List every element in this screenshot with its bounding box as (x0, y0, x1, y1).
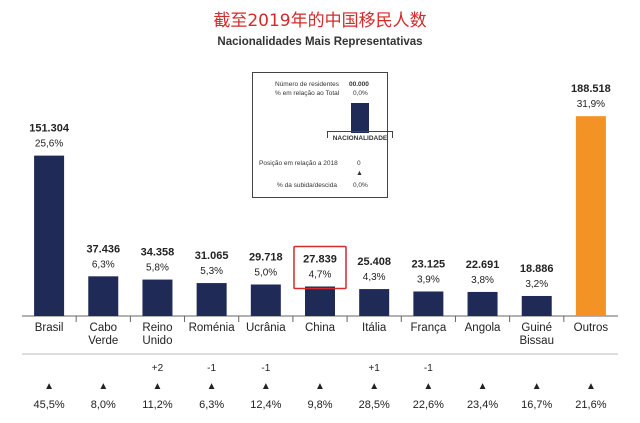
legend-box: Número de residentes 00.000 % em relação… (252, 72, 393, 198)
growth-arrow-icon: ▲ (423, 381, 433, 392)
x-tick-label: Roménia (189, 322, 236, 334)
data-label-value: 31.065 (195, 250, 229, 262)
rank-change-label: +1 (368, 363, 380, 374)
bar (250, 284, 281, 316)
x-tick-label: Angola (465, 322, 501, 334)
data-label-share: 6,3% (92, 259, 115, 270)
data-label-share: 5,0% (254, 267, 277, 278)
bar (413, 291, 444, 316)
legend-position-label: Posição em relação a 2018 (259, 160, 338, 167)
bar (196, 283, 227, 316)
growth-label: 11,2% (142, 399, 173, 411)
data-label-value: 151.304 (29, 123, 70, 135)
x-tick-label: Unido (142, 335, 172, 347)
bar (34, 155, 65, 316)
x-tick-label: Guiné (521, 322, 552, 334)
growth-label: 45,5% (33, 399, 64, 411)
bar (575, 116, 606, 316)
x-tick-label: Itália (362, 322, 387, 334)
x-tick-label: Brasil (35, 322, 64, 334)
x-tick-label: Reino (142, 322, 172, 334)
growth-label: 28,5% (359, 399, 390, 411)
growth-label: 22,6% (413, 399, 444, 411)
bar (359, 289, 390, 316)
legend-percent-value: 0,0% (353, 90, 368, 97)
chart-subtitle: Nacionalidades Mais Representativas (217, 36, 423, 48)
growth-label: 23,4% (467, 399, 498, 411)
growth-arrow-icon: ▲ (315, 381, 325, 392)
rank-change-label: -1 (207, 363, 216, 374)
growth-label: 21,6% (575, 399, 606, 411)
x-tick-label: Verde (88, 335, 118, 347)
growth-label: 12,4% (250, 399, 281, 411)
legend-percent-label: % em relação ao Total (275, 90, 340, 97)
data-label-value: 29.718 (249, 251, 283, 263)
data-label-value: 22.691 (466, 259, 500, 271)
legend-position-value: 0 (357, 160, 361, 167)
legend-residents-value: 00.000 (349, 81, 369, 88)
x-tick-label: Cabo (90, 322, 118, 334)
legend-category-label: NACIONALIDADE (332, 135, 388, 142)
data-label-value: 34.358 (141, 247, 175, 259)
highlight-box (293, 245, 347, 290)
x-tick-label: França (410, 322, 446, 334)
data-label-value: 27.839 (303, 253, 337, 265)
data-label-share: 25,6% (35, 139, 63, 150)
growth-arrow-icon: ▲ (586, 381, 596, 392)
data-label-share: 4,3% (363, 272, 386, 283)
x-tick-label: China (305, 322, 336, 334)
legend-bar-sample (351, 103, 369, 133)
growth-arrow-icon: ▲ (153, 381, 163, 392)
data-label-value: 23.125 (412, 258, 446, 270)
legend-triangle-icon: ▲ (356, 170, 363, 177)
rank-change-label: +2 (152, 363, 164, 374)
growth-label: 9,8% (307, 399, 332, 411)
legend-rise-value: 0,0% (353, 182, 368, 189)
x-tick-label: Bissau (519, 335, 554, 347)
rank-change-label: -1 (261, 363, 270, 374)
data-label-value: 188.518 (571, 83, 611, 95)
data-label-value: 18.886 (520, 263, 554, 275)
growth-arrow-icon: ▲ (98, 381, 108, 392)
x-tick-label: Outros (574, 322, 609, 334)
bar (88, 276, 119, 316)
growth-arrow-icon: ▲ (207, 381, 217, 392)
data-label-share: 3,9% (417, 274, 440, 285)
growth-arrow-icon: ▲ (44, 381, 54, 392)
legend-rise-label: % da subida/descida (277, 182, 337, 189)
growth-arrow-icon: ▲ (261, 381, 271, 392)
data-label-share: 3,2% (525, 279, 548, 290)
rank-change-label: -1 (424, 363, 433, 374)
data-label-share: 5,3% (200, 266, 223, 277)
bar (467, 291, 498, 316)
data-label-share: 4,7% (309, 269, 332, 280)
growth-label: 6,3% (199, 399, 224, 411)
data-label-value: 25.408 (357, 256, 391, 268)
chart-title: 截至2019年的中国移民人数 (213, 11, 427, 31)
data-label-share: 31,9% (577, 99, 605, 110)
legend-bracket (327, 131, 393, 138)
data-label-share: 3,8% (471, 275, 494, 286)
data-label-value: 37.436 (86, 243, 120, 255)
growth-label: 8,0% (91, 399, 116, 411)
bar (142, 279, 173, 316)
legend-residents-label: Número de residentes (275, 81, 339, 88)
growth-arrow-icon: ▲ (369, 381, 379, 392)
growth-arrow-icon: ▲ (532, 381, 542, 392)
x-tick-label: Ucrânia (246, 322, 286, 334)
data-label-share: 5,8% (146, 263, 169, 274)
growth-label: 16,7% (521, 399, 552, 411)
bar (305, 286, 335, 316)
growth-arrow-icon: ▲ (478, 381, 488, 392)
bar (521, 295, 552, 316)
